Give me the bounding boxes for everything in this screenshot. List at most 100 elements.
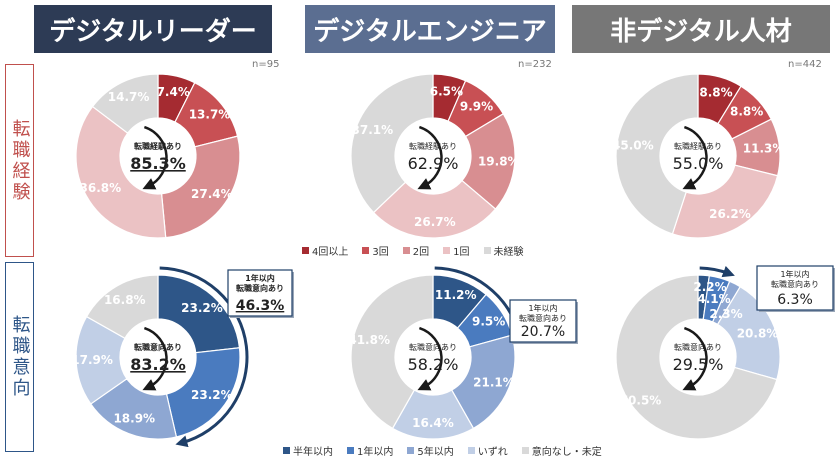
legend-item: 5年以内 <box>407 443 454 458</box>
outer-arrow-icon <box>699 265 735 278</box>
callout-title: 転職意向あり <box>236 283 284 293</box>
donut-slice <box>615 73 699 235</box>
legend-item: 1回 <box>443 243 470 258</box>
donut-chart-4: 23.2% 23.2% 18.9% 17.9% 16.8% 転職意向あり 83.2% <box>71 274 241 440</box>
callout-frame <box>509 299 577 343</box>
data-label: 2.3% <box>709 307 742 321</box>
data-label: 8.8% <box>699 86 732 100</box>
n-label-non-digital: n=442 <box>788 59 822 70</box>
donut-center <box>661 320 735 394</box>
donut-chart-2: 6.5%9.9% 19.8% 26.7% 37.1% 転職経験あり 62.9% <box>350 73 520 239</box>
legend-label: 2回 <box>412 247 430 258</box>
center-value: 58.2% <box>408 355 459 374</box>
legend-label: 4回以上 <box>312 247 349 258</box>
center-arrow-icon <box>417 125 443 190</box>
data-label: 9.5% <box>472 314 505 328</box>
center-label: 転職意向あり <box>134 342 182 352</box>
callout-frame <box>756 265 834 311</box>
legend-item: 1年以内 <box>347 443 393 458</box>
donut-center <box>396 119 470 193</box>
legend-item: 2回 <box>402 243 430 258</box>
legend-item: いずれ <box>467 443 508 458</box>
outer-arrow-icon <box>159 266 249 448</box>
legend-label: 1年以内 <box>357 447 394 458</box>
data-label: 20.8% <box>737 327 779 341</box>
data-label: 11.2% <box>435 288 477 302</box>
center-arrow-icon <box>142 125 168 190</box>
donut-center <box>121 320 195 394</box>
data-label: 14.7% <box>108 90 150 104</box>
center-arrow-icon <box>682 125 708 190</box>
center-label: 転職意向あり <box>409 342 457 352</box>
data-label: 45.0% <box>612 139 654 153</box>
legend-label: 意向なし・未定 <box>531 447 602 458</box>
donut-slice <box>75 105 167 239</box>
center-arrow-icon <box>142 326 168 391</box>
data-label: 36.8% <box>80 181 122 195</box>
center-value: 29.5% <box>673 355 724 374</box>
legend-item: 未経験 <box>483 243 524 258</box>
donut-slice <box>350 73 434 214</box>
row-label-experience: 転職経験 <box>5 64 34 257</box>
callout-value: 6.3% <box>777 292 813 308</box>
row-label-intention-text: 転職意向 <box>9 315 31 399</box>
callout-title: 1年以内 <box>780 269 809 279</box>
data-label: 11.3% <box>743 142 785 156</box>
data-label: 26.2% <box>709 207 751 221</box>
data-label: 8.8% <box>730 104 763 118</box>
donut-chart-6: 2.2%4.1%2.3% 20.8% 70.5% 転職意向あり 29.5% <box>615 274 781 440</box>
legend-label: 3回 <box>372 247 389 258</box>
center-arrow-icon <box>682 326 708 391</box>
center-value: 83.2% <box>130 355 186 374</box>
data-label: 23.2% <box>181 301 223 315</box>
center-value: 55.0% <box>673 154 724 173</box>
data-label: 27.4% <box>191 187 233 201</box>
callout-frame <box>227 269 293 317</box>
data-label: 18.9% <box>113 412 155 426</box>
data-label: 7.4% <box>157 85 190 99</box>
legend-item: 3回 <box>362 243 389 258</box>
donut-slice <box>157 274 241 354</box>
donut-chart-1: 7.4% 13.7% 27.4% 36.8% 14.7% 転職経験あり 85.3% <box>75 73 241 239</box>
center-arrow-icon <box>417 326 443 391</box>
callout-value: 20.7% <box>521 324 565 340</box>
legend-experience: 4回以上 3回 2回 1回 未経験 <box>302 243 524 258</box>
data-label: 6.5% <box>430 84 463 98</box>
data-label: 70.5% <box>620 393 662 407</box>
n-label-engineer: n=232 <box>518 59 552 70</box>
data-label: 26.7% <box>414 215 456 229</box>
center-value: 85.3% <box>130 154 186 173</box>
data-label: 23.2% <box>191 388 233 402</box>
donut-slice <box>350 274 434 430</box>
data-label: 13.7% <box>189 108 231 122</box>
donut-center <box>396 320 470 394</box>
donut-center <box>661 119 735 193</box>
legend-item: 意向なし・未定 <box>521 443 602 458</box>
legend-label: 半年以内 <box>293 447 333 458</box>
callout-title: 転職意向あり <box>519 313 567 323</box>
header-digital-engineer: デジタルエンジニア <box>305 5 555 53</box>
center-value: 62.9% <box>408 154 459 173</box>
legend-label: 1回 <box>453 247 470 258</box>
center-label: 転職経験あり <box>409 141 457 151</box>
legend-label: 5年以内 <box>417 447 454 458</box>
legend-item: 4回以上 <box>302 243 348 258</box>
row-label-intention: 転職意向 <box>5 262 34 452</box>
legend-item: 半年以内 <box>283 443 333 458</box>
donut-slice <box>85 274 159 340</box>
donut-chart-5: 11.2% 9.5% 21.1% 16.4% 41.8% 転職意向あり 58.2% <box>348 274 516 440</box>
donut-center <box>121 119 195 193</box>
header-non-digital: 非デジタル人材 <box>572 5 830 53</box>
data-label: 21.1% <box>473 375 515 389</box>
donut-slice <box>91 73 159 134</box>
n-label-leader: n=95 <box>252 59 280 70</box>
callout-value: 46.3% <box>236 298 285 314</box>
donut-slice <box>160 135 241 239</box>
data-label: 16.4% <box>412 416 454 430</box>
center-label: 転職経験あり <box>134 141 182 151</box>
callout-title: 1年以内 <box>528 303 557 313</box>
data-label: 9.9% <box>460 99 493 113</box>
